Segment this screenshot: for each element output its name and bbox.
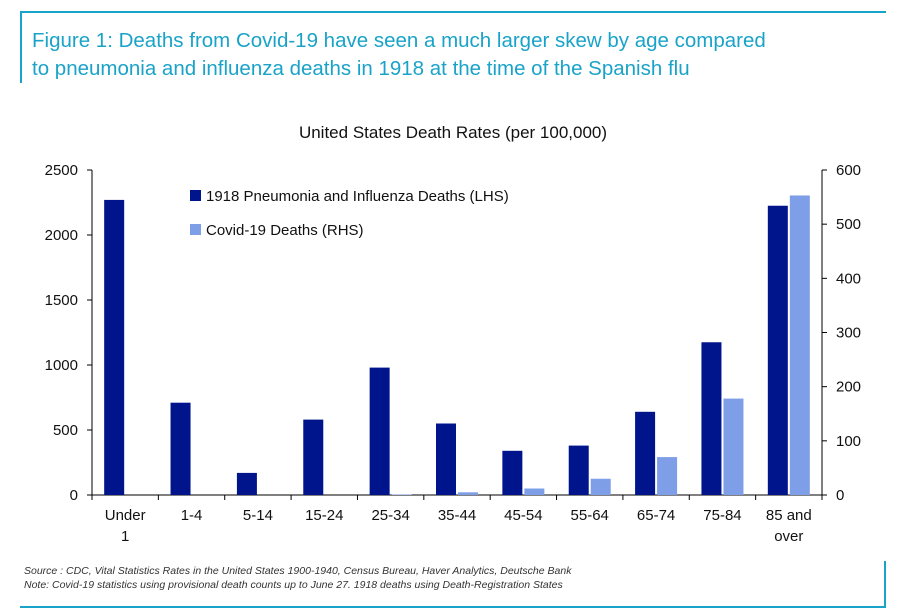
bar-covid-65-74 — [657, 457, 678, 495]
chart-area: United States Death Rates (per 100,000) 0… — [0, 100, 906, 558]
bar-covid-35-44 — [458, 492, 478, 495]
bar-1918-15-24 — [303, 419, 324, 495]
bar-1918-75-84 — [701, 342, 722, 495]
right-axis-tick-label: 200 — [836, 379, 861, 396]
x-axis-category-label: 1 — [121, 528, 129, 545]
x-axis-category-label: 5-14 — [243, 507, 273, 524]
bar-1918-5-14 — [236, 472, 257, 495]
left-axis-tick-label: 2500 — [45, 162, 78, 179]
bar-1918-55-64 — [568, 445, 589, 495]
left-axis-tick-label: 1500 — [45, 292, 78, 309]
x-axis-category-label: 55-64 — [571, 507, 609, 524]
x-axis-category-label: 15-24 — [305, 507, 343, 524]
death-rates-chart: United States Death Rates (per 100,000) 0… — [45, 123, 861, 545]
note-line: Note: Covid-19 statistics using provisio… — [24, 579, 563, 591]
right-axis-tick-label: 600 — [836, 162, 861, 179]
left-axis-tick-label: 1000 — [45, 357, 78, 374]
bar-1918-25-34 — [369, 367, 390, 495]
bar-covid-45-54 — [524, 488, 545, 495]
legend-swatch — [190, 224, 201, 235]
x-axis-category-label: over — [774, 528, 803, 545]
source-line: Source : CDC, Vital Statistics Rates in … — [24, 565, 572, 577]
right-axis-tick-label: 400 — [836, 270, 861, 287]
bar-covid-85-and-over — [789, 195, 810, 495]
x-axis-category-label: 1-4 — [181, 507, 203, 524]
x-axis-category-label: 65-74 — [637, 507, 675, 524]
x-axis-category-label: Under — [105, 507, 146, 524]
bar-covid-25-34 — [391, 494, 412, 495]
right-axis-tick-label: 100 — [836, 433, 861, 450]
right-axis-tick-label: 0 — [836, 487, 844, 504]
bar-1918-65-74 — [635, 411, 656, 495]
bar-1918-under-1 — [104, 199, 125, 495]
x-axis-category-label: 85 and — [766, 507, 812, 524]
legend-label: 1918 Pneumonia and Influenza Deaths (LHS… — [206, 188, 509, 205]
bar-1918-45-54 — [502, 450, 523, 495]
figure-title-line-2: to pneumonia and influenza deaths in 191… — [32, 57, 690, 80]
x-axis-category-label: 75-84 — [703, 507, 741, 524]
figure-title-line-1: Figure 1: Deaths from Covid-19 have seen… — [32, 29, 766, 52]
x-axis-category-label: 35-44 — [438, 507, 476, 524]
left-axis-tick-label: 2000 — [45, 227, 78, 244]
bar-1918-35-44 — [436, 423, 456, 495]
legend-label: Covid-19 Deaths (RHS) — [206, 222, 364, 239]
source-notes: Source : CDC, Vital Statistics Rates in … — [20, 561, 886, 608]
bar-1918-85-and-over — [767, 205, 788, 495]
left-axis-tick-label: 500 — [53, 422, 78, 439]
figure-heading: Figure 1: Deaths from Covid-19 have seen… — [20, 11, 886, 83]
bar-covid-75-84 — [723, 398, 744, 495]
figure-title: Figure 1: Deaths from Covid-19 have seen… — [32, 27, 766, 83]
legend-swatch — [190, 190, 201, 201]
chart-title: United States Death Rates (per 100,000) — [299, 123, 607, 142]
right-axis-tick-label: 300 — [836, 325, 861, 342]
left-axis-tick-label: 0 — [70, 487, 78, 504]
x-axis-category-label: 25-34 — [371, 507, 409, 524]
x-axis-category-label: 45-54 — [504, 507, 542, 524]
bar-covid-55-64 — [590, 478, 611, 495]
right-axis-tick-label: 500 — [836, 216, 861, 233]
bar-1918-1-4 — [170, 402, 191, 495]
